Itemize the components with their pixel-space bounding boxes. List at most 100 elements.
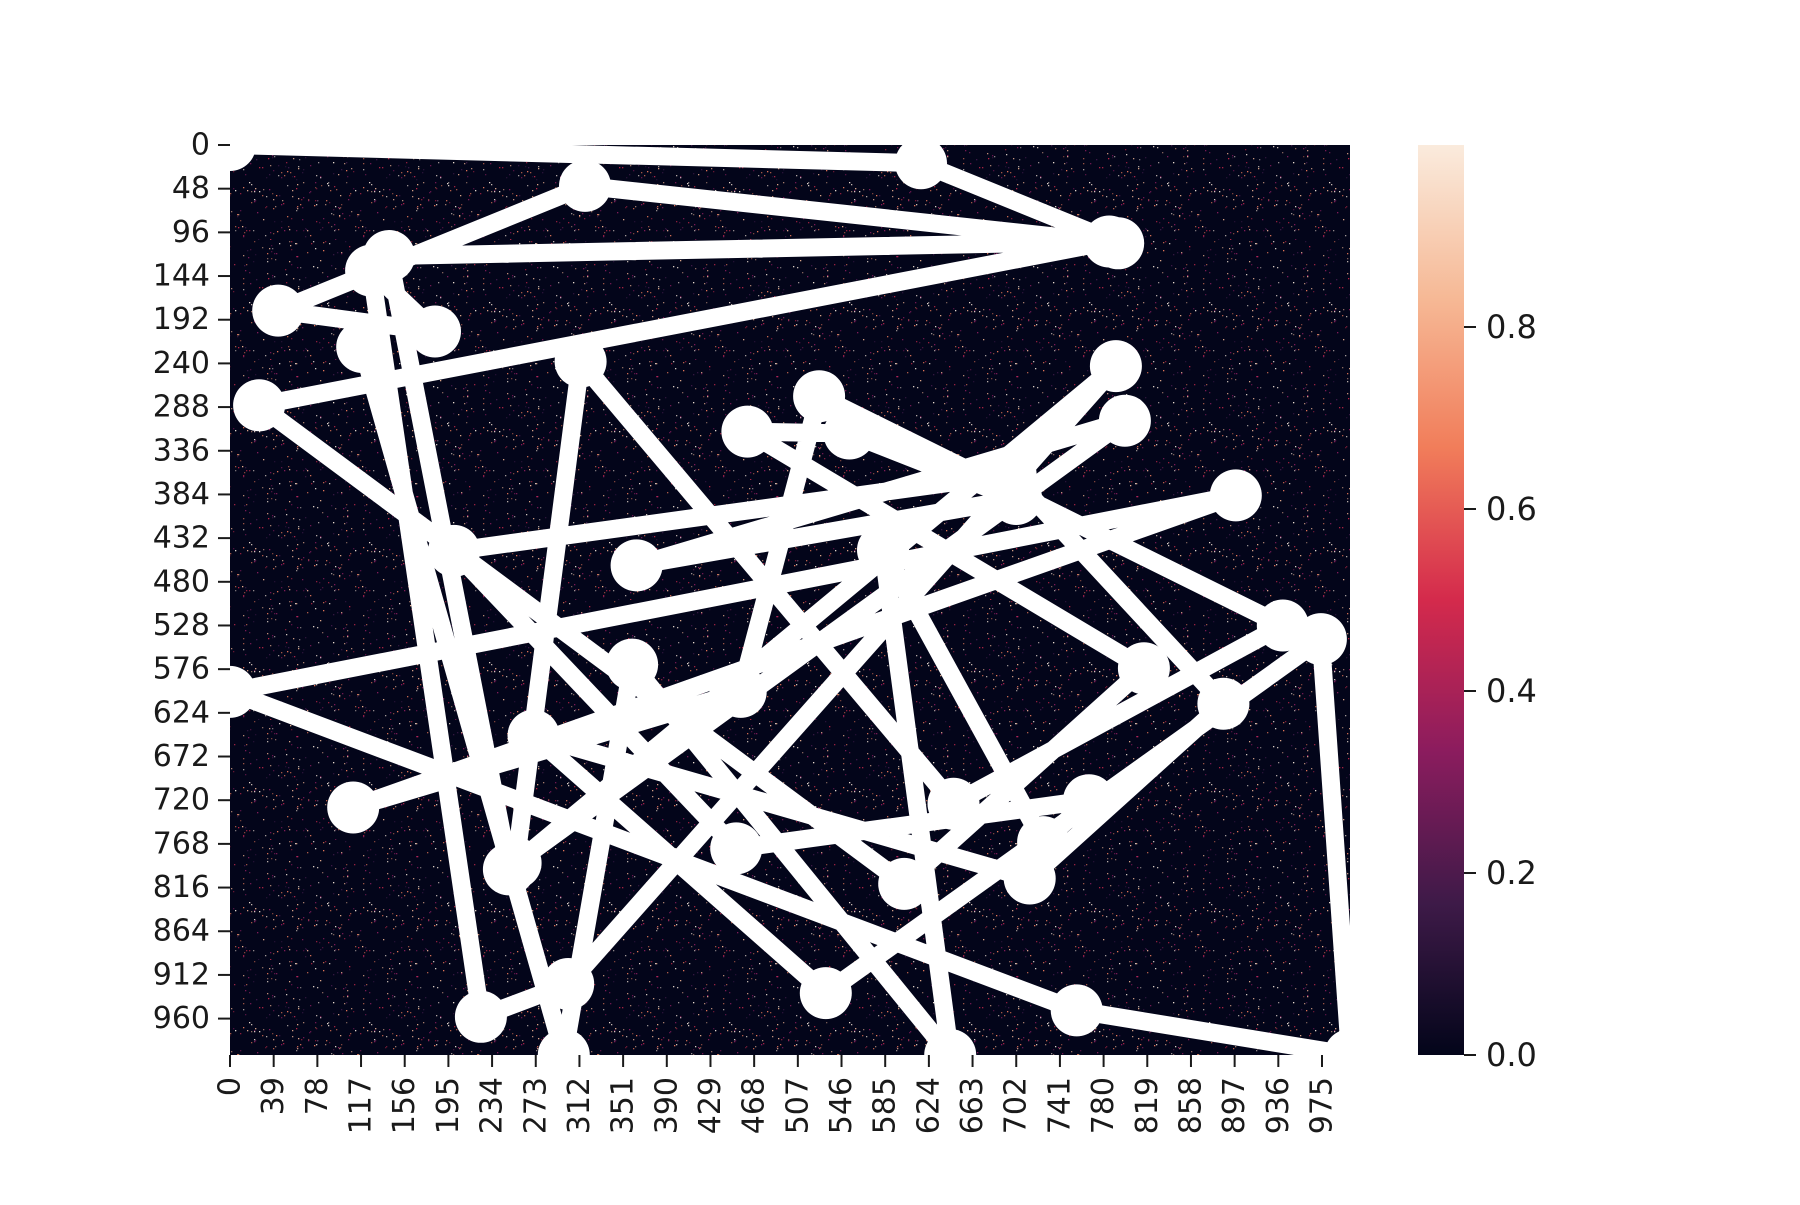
y-tick-label: 720 <box>153 783 210 818</box>
series-point <box>230 665 256 718</box>
y-tick-label: 432 <box>153 521 210 556</box>
x-tick-label: 312 <box>562 1077 597 1134</box>
series-point <box>1017 816 1070 869</box>
colorbar: 0.0 0.2 0.4 0.6 0.8 <box>1418 145 1537 1074</box>
x-tick-label: 78 <box>300 1077 335 1115</box>
y-tick-label: 864 <box>153 914 210 949</box>
series-point <box>542 958 595 1010</box>
series-point <box>428 524 480 577</box>
series-point <box>714 665 767 718</box>
y-tick-label: 0 <box>191 128 210 163</box>
y-axis: 0 48 96 144 192 240 288 336 384 432 480 528 576 624 67… <box>153 128 230 1036</box>
x-tick-label: 234 <box>475 1077 510 1134</box>
x-tick-label: 117 <box>344 1077 379 1134</box>
series-point <box>610 539 663 592</box>
y-tick-label: 336 <box>153 433 210 468</box>
series-point <box>1050 984 1103 1037</box>
y-tick-label: 384 <box>153 477 210 512</box>
series-point <box>1083 215 1136 268</box>
series-point <box>793 370 846 423</box>
y-tick-label: 576 <box>153 652 210 687</box>
y-tick-label: 240 <box>153 346 210 381</box>
series-point <box>327 781 380 834</box>
series-point <box>606 638 659 691</box>
series-point <box>823 407 876 460</box>
series-point <box>984 448 1037 501</box>
series-point <box>1089 340 1142 393</box>
series-point <box>233 379 286 432</box>
series-point <box>559 159 611 212</box>
x-tick-label: 663 <box>955 1077 990 1134</box>
series-point <box>857 524 909 576</box>
x-tick-label: 702 <box>999 1077 1034 1134</box>
x-tick-label: 975 <box>1305 1077 1340 1134</box>
x-tick-label: 624 <box>911 1077 946 1134</box>
y-tick-label: 624 <box>153 695 210 730</box>
x-tick-label: 507 <box>780 1077 815 1134</box>
colorbar-tick-label: 0.0 <box>1486 1036 1537 1074</box>
y-tick-label: 816 <box>153 870 210 905</box>
series-point <box>507 709 560 762</box>
x-tick-label: 156 <box>387 1077 422 1134</box>
series-point <box>336 321 389 373</box>
x-tick-label: 429 <box>693 1077 728 1134</box>
series-point <box>554 335 607 388</box>
colorbar-tick-label: 0.4 <box>1486 672 1537 710</box>
x-tick-label: 936 <box>1261 1077 1296 1134</box>
y-tick-label: 288 <box>153 390 210 425</box>
y-tick-label: 144 <box>153 259 210 294</box>
x-tick-label: 585 <box>868 1077 903 1134</box>
x-tick-label: 273 <box>518 1077 553 1134</box>
series-point <box>1294 613 1347 666</box>
series-point <box>230 145 256 171</box>
overlay-series <box>230 145 1350 1055</box>
series-point <box>927 777 980 830</box>
x-tick-label: 741 <box>1042 1077 1077 1134</box>
series-point <box>489 837 542 889</box>
y-tick-label: 912 <box>153 957 210 992</box>
series-point <box>710 822 763 875</box>
x-tick-label: 390 <box>649 1077 684 1134</box>
x-tick-label: 351 <box>606 1077 641 1134</box>
series-point <box>721 405 774 458</box>
series-point <box>1117 642 1170 695</box>
colorbar-gradient <box>1418 145 1464 1055</box>
y-tick-label: 96 <box>172 215 210 250</box>
y-tick-label: 960 <box>153 1001 210 1036</box>
series-point <box>252 284 305 337</box>
series-point <box>409 305 461 358</box>
x-tick-label: 780 <box>1086 1077 1121 1134</box>
series-point <box>1063 774 1115 827</box>
series-point <box>799 967 852 1020</box>
y-tick-label: 192 <box>153 302 210 337</box>
x-tick-label: 819 <box>1130 1077 1165 1134</box>
colorbar-tick-label: 0.8 <box>1486 308 1537 346</box>
series-point <box>1209 469 1262 522</box>
series-point <box>454 990 507 1043</box>
y-tick-label: 768 <box>153 826 210 861</box>
series-point <box>878 857 931 910</box>
series-point <box>924 1029 977 1055</box>
colorbar-tick-label: 0.6 <box>1486 490 1537 528</box>
series-point <box>1098 394 1151 447</box>
x-tick-label: 546 <box>824 1077 859 1134</box>
x-tick-label: 468 <box>737 1077 772 1134</box>
x-axis: 0 39 78 117 156 195 234 273 312 351 390 429 468 507 54… <box>213 1055 1340 1134</box>
x-tick-label: 195 <box>431 1077 466 1134</box>
y-tick-label: 672 <box>153 739 210 774</box>
x-tick-label: 858 <box>1173 1077 1208 1134</box>
series-point <box>895 145 947 190</box>
series-point <box>363 230 415 282</box>
x-tick-label: 897 <box>1217 1077 1252 1134</box>
y-tick-label: 480 <box>153 564 210 599</box>
series-point <box>1324 1029 1350 1055</box>
colorbar-tick-label: 0.2 <box>1486 854 1537 892</box>
y-tick-label: 48 <box>172 171 210 206</box>
series-point <box>537 1029 590 1055</box>
x-tick-label: 39 <box>256 1077 291 1115</box>
y-tick-label: 528 <box>153 608 210 643</box>
series-point <box>1197 677 1250 730</box>
x-tick-label: 0 <box>213 1077 248 1096</box>
